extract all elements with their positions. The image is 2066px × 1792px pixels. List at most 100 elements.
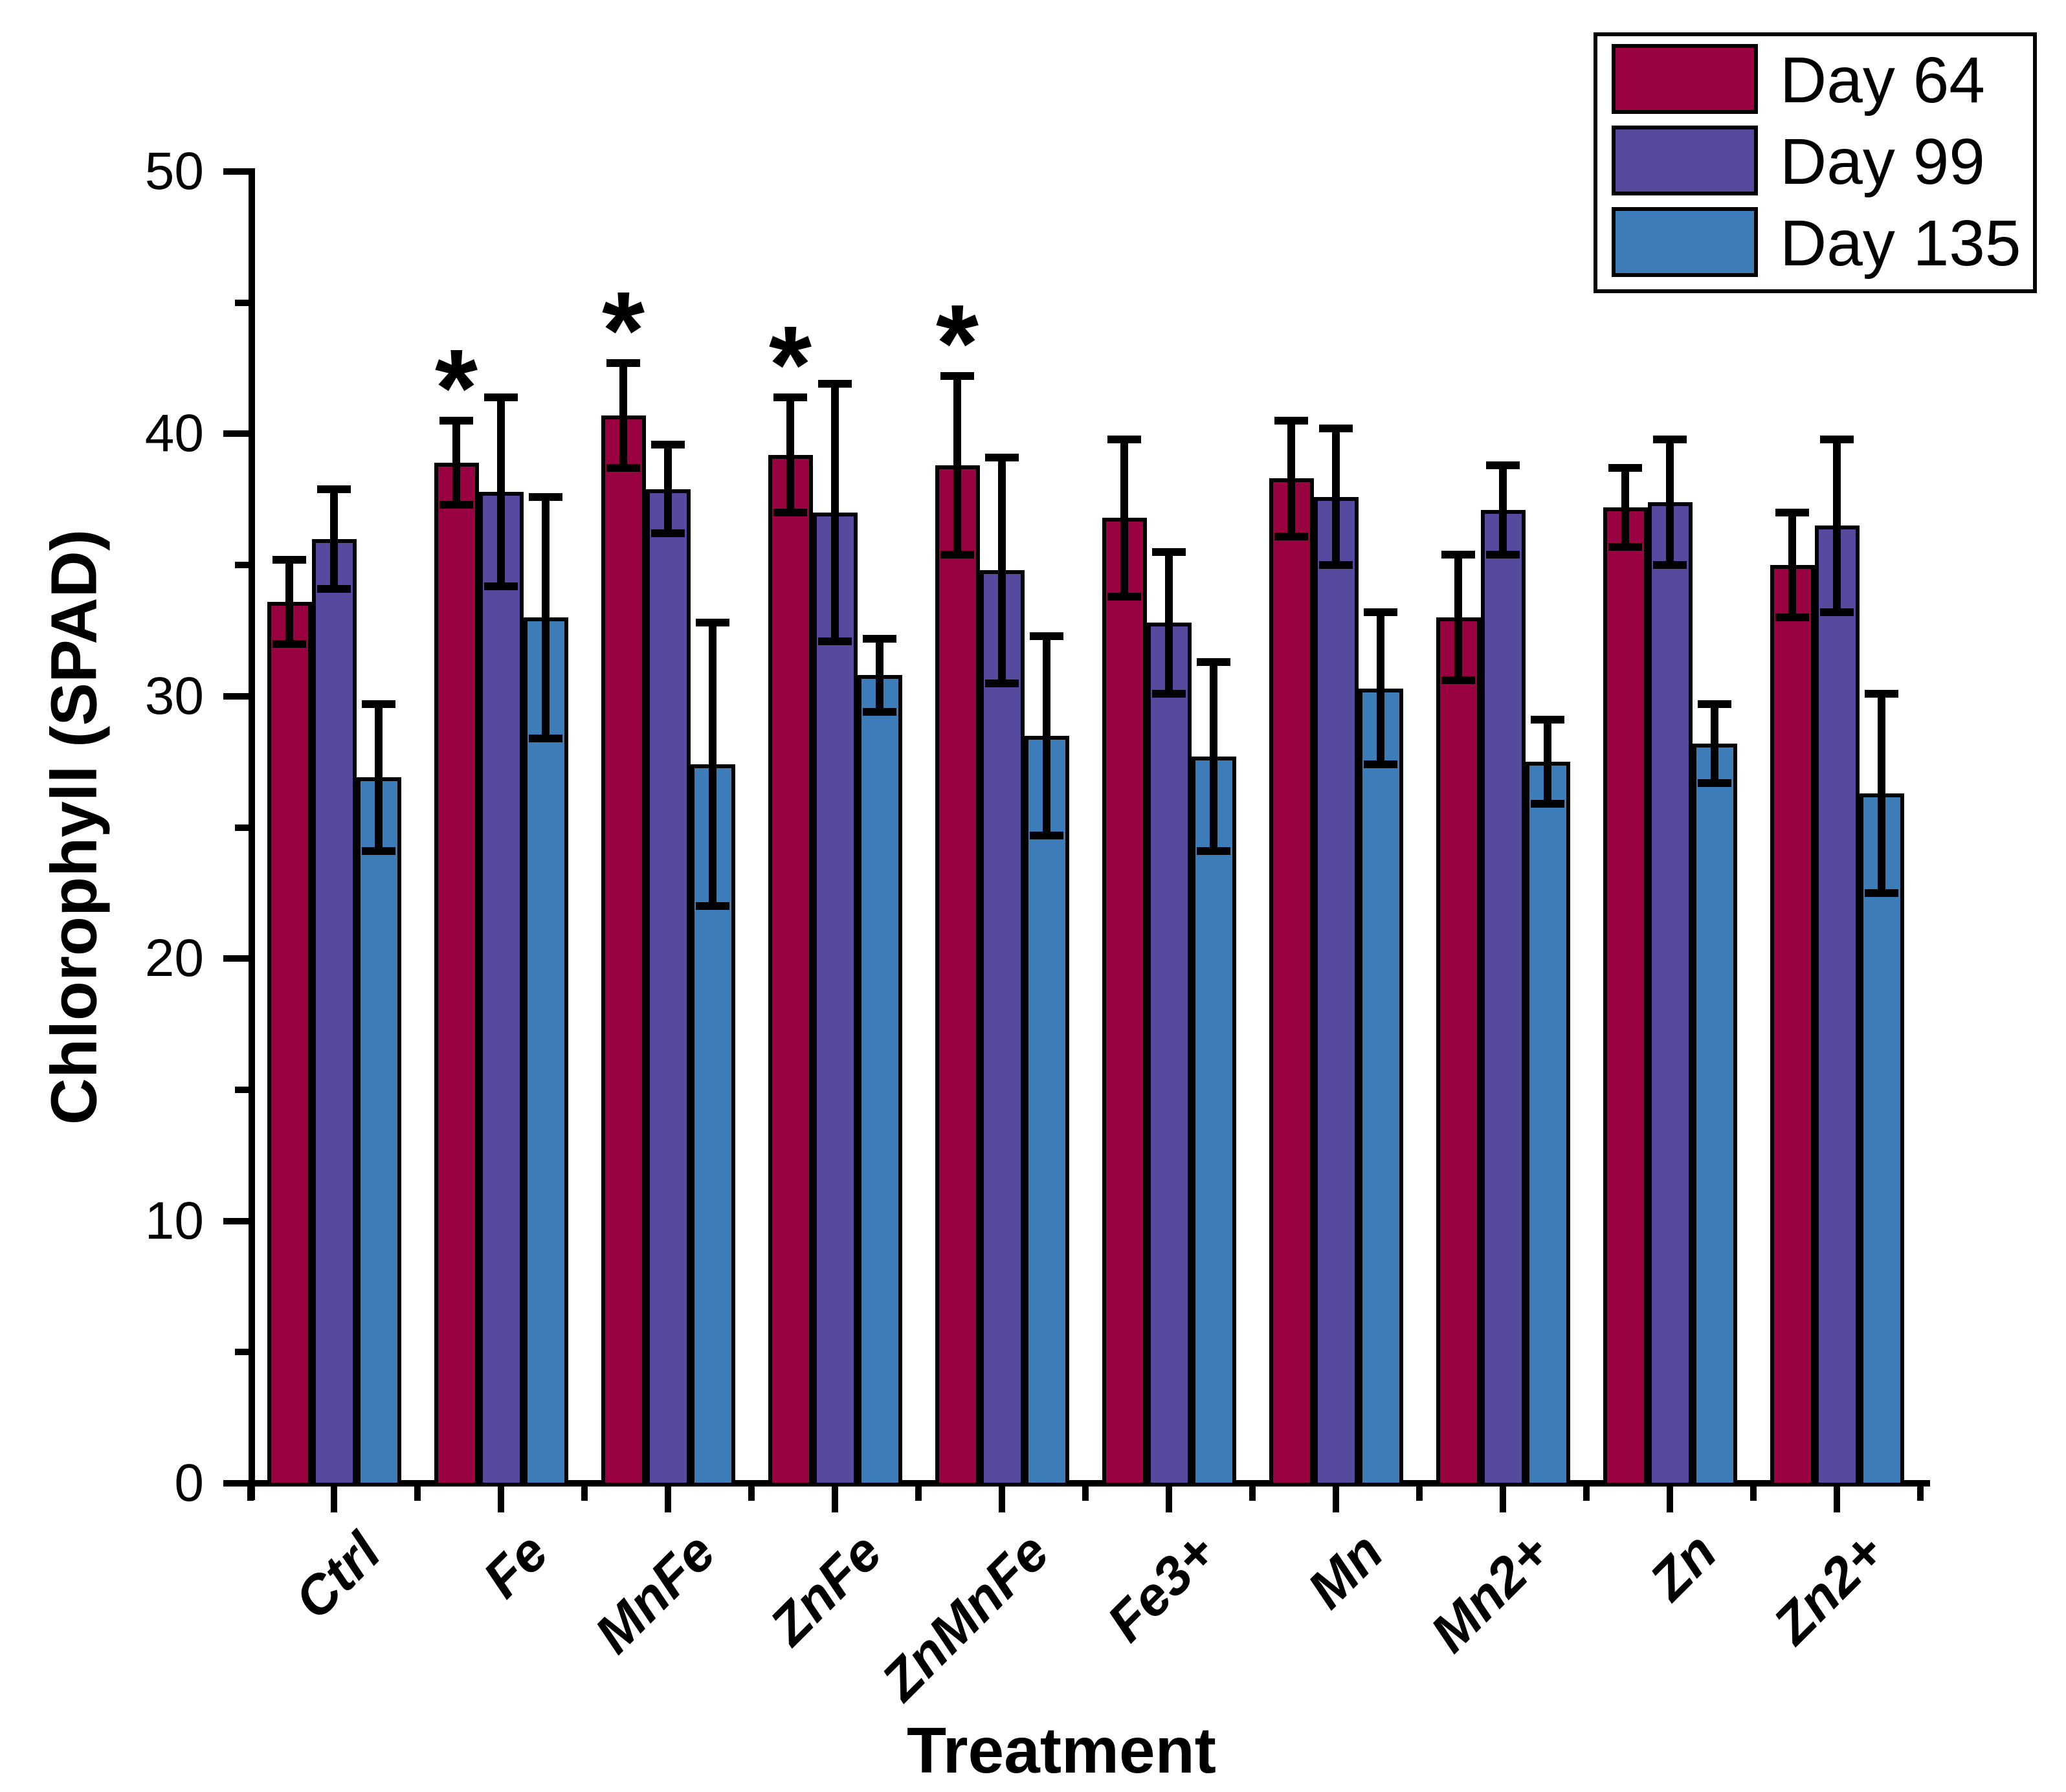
error-bar-Zn-Day64: [1621, 468, 1629, 547]
bar-Zn-Day99: [1647, 502, 1693, 1487]
bar-Fe-Day99: [478, 491, 524, 1487]
error-cap-top: [773, 393, 807, 401]
x-minor-tick: [1917, 1487, 1924, 1501]
error-bar-Zn2+-Day64: [1788, 513, 1796, 618]
bar-Fe3+-Day99: [1146, 623, 1192, 1487]
error-bar-ZnMnFe-Day64: [953, 376, 961, 555]
y-minor-tick: [235, 1349, 252, 1356]
error-cap-bottom: [1274, 532, 1308, 540]
error-cap-bottom: [651, 529, 685, 538]
error-cap-top: [1698, 700, 1731, 708]
error-cap-top: [1274, 417, 1308, 425]
error-cap-bottom: [1030, 831, 1063, 839]
error-bar-Mn-Day135: [1377, 612, 1384, 765]
error-cap-bottom: [818, 637, 852, 645]
y-major-tick: [223, 692, 252, 700]
x-major-tick: [832, 1487, 838, 1512]
x-category-label-Fe: Fe: [471, 1521, 560, 1609]
y-major-tick: [223, 1217, 252, 1224]
error-cap-bottom: [940, 550, 974, 559]
significance-asterisk-ZnFe: *: [768, 303, 812, 426]
bar-ZnMnFe-Day64: [935, 465, 980, 1487]
bar-Zn2+-Day135: [1859, 793, 1904, 1487]
x-minor-tick: [748, 1487, 755, 1501]
x-category-label-Mn2+: Mn2+: [1419, 1521, 1562, 1664]
error-cap-top: [863, 634, 896, 643]
x-minor-tick: [1583, 1487, 1590, 1501]
error-bar-Ctrl-Day99: [330, 489, 338, 589]
x-axis-line: [249, 1480, 1930, 1487]
bar-Fe-Day135: [523, 617, 568, 1487]
error-cap-bottom: [439, 500, 473, 509]
y-tick-label: 0: [174, 1454, 204, 1512]
error-cap-top: [1197, 658, 1230, 667]
y-major-tick: [223, 1480, 252, 1487]
significance-asterisk-Fe: *: [434, 327, 478, 450]
error-bar-Fe3+-Day99: [1165, 551, 1173, 694]
error-cap-top: [1107, 435, 1141, 443]
error-cap-bottom: [985, 679, 1019, 687]
y-tick-label: 10: [144, 1191, 204, 1250]
error-cap-top: [1486, 461, 1520, 470]
error-bar-Mn-Day99: [1332, 428, 1340, 566]
x-category-label-MnFe: MnFe: [583, 1521, 727, 1665]
error-cap-top: [985, 453, 1019, 461]
y-major-tick: [223, 168, 252, 175]
x-category-label-ZnFe: ZnFe: [758, 1521, 894, 1656]
error-cap-bottom: [1775, 614, 1809, 622]
x-category-label-Mn: Mn: [1295, 1521, 1395, 1620]
bar-ZnFe-Day135: [857, 675, 902, 1487]
error-cap-top: [272, 555, 306, 564]
error-bar-MnFe-Day64: [619, 362, 627, 469]
error-cap-top: [1531, 716, 1564, 724]
bar-MnFe-Day64: [601, 415, 646, 1487]
y-minor-tick: [235, 1086, 252, 1093]
x-category-label-Zn: Zn: [1638, 1521, 1729, 1611]
error-bar-Mn2+-Day99: [1499, 465, 1507, 555]
error-bar-Fe-Day99: [497, 397, 505, 586]
error-cap-bottom: [606, 464, 640, 472]
x-minor-tick: [1416, 1487, 1423, 1501]
error-bar-Zn2+-Day99: [1833, 439, 1841, 613]
x-major-tick: [498, 1487, 504, 1512]
y-minor-tick: [235, 562, 252, 569]
significance-asterisk-ZnMnFe: *: [935, 282, 979, 406]
error-cap-bottom: [1608, 542, 1642, 551]
error-bar-ZnMnFe-Day135: [1043, 636, 1050, 835]
error-bar-ZnFe-Day99: [831, 384, 839, 641]
legend-swatch-Day99: [1612, 126, 1758, 195]
bar-ZnFe-Day64: [768, 454, 813, 1487]
x-minor-tick: [1750, 1487, 1757, 1501]
y-tick-label: 50: [144, 142, 204, 201]
error-cap-bottom: [272, 639, 306, 648]
legend-label-Day135: Day 135: [1780, 207, 2021, 280]
x-axis-title: Treatment: [907, 1714, 1216, 1787]
error-bar-Mn-Day64: [1287, 421, 1295, 536]
bar-ZnMnFe-Day99: [979, 570, 1025, 1487]
error-cap-bottom: [1653, 561, 1687, 570]
error-cap-top: [651, 440, 685, 448]
error-bar-Ctrl-Day64: [285, 559, 293, 644]
error-bar-Mn2+-Day64: [1454, 554, 1462, 681]
bar-Zn2+-Day99: [1814, 525, 1860, 1487]
error-cap-bottom: [696, 902, 729, 911]
y-major-tick: [223, 430, 252, 437]
error-cap-bottom: [1107, 592, 1141, 601]
legend-swatch-Day135: [1612, 207, 1758, 277]
error-bar-Fe-Day64: [452, 421, 460, 505]
error-cap-top: [484, 393, 518, 401]
error-cap-bottom: [863, 708, 896, 716]
bar-Mn-Day99: [1313, 496, 1359, 1487]
bar-Ctrl-Day135: [356, 777, 401, 1487]
error-cap-top: [1030, 632, 1063, 640]
error-cap-bottom: [1486, 550, 1520, 559]
y-axis-title: Chlorophyll (SPAD): [38, 529, 111, 1125]
error-cap-bottom: [362, 846, 395, 855]
bar-Zn-Day64: [1603, 507, 1648, 1487]
error-bar-Ctrl-Day135: [375, 703, 383, 851]
bar-ZnMnFe-Day135: [1024, 735, 1069, 1487]
x-major-tick: [999, 1487, 1005, 1512]
x-minor-tick: [414, 1487, 421, 1501]
error-cap-bottom: [317, 584, 351, 593]
